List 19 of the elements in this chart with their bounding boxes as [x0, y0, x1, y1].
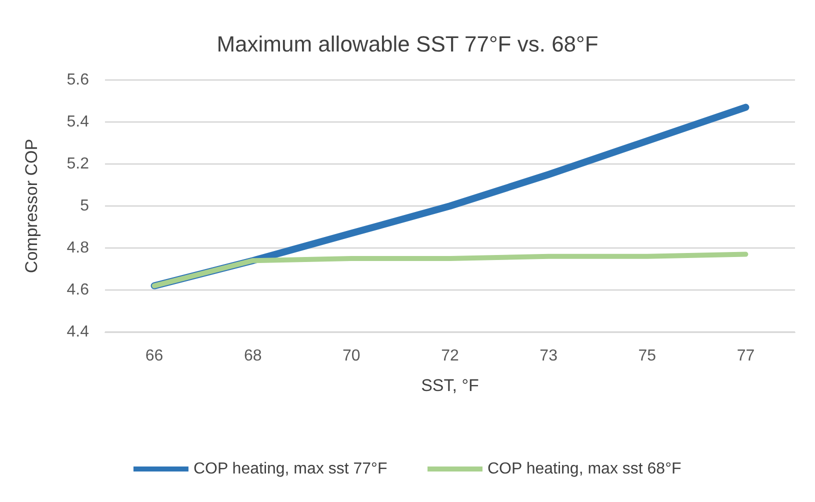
- y-tick-label: 4.8: [66, 240, 90, 256]
- chart-title: Maximum allowable SST 77°F vs. 68°F: [216, 32, 598, 56]
- y-tick-label: 4.4: [66, 324, 90, 340]
- x-tick-label: 75: [638, 348, 656, 364]
- y-tick-label: 4.6: [66, 282, 90, 298]
- y-tick-label: 5: [80, 198, 90, 214]
- y-axis-title: Compressor COP: [22, 138, 41, 274]
- x-tick-label: 68: [244, 348, 262, 364]
- x-tick-label: 70: [342, 348, 360, 364]
- legend-label: COP heating, max sst 77°F: [193, 460, 388, 478]
- x-tick-label: 72: [441, 348, 459, 364]
- x-tick-label: 73: [540, 348, 558, 364]
- y-tick-label: 5.6: [66, 72, 90, 88]
- x-tick-label: 66: [145, 348, 164, 364]
- x-tick-label: 77: [736, 348, 755, 364]
- x-axis-title: SST, °F: [421, 376, 479, 395]
- y-tick-label: 5.2: [66, 156, 90, 172]
- y-tick-label: 5.4: [66, 114, 90, 130]
- legend-label: COP heating, max sst 68°F: [488, 460, 682, 478]
